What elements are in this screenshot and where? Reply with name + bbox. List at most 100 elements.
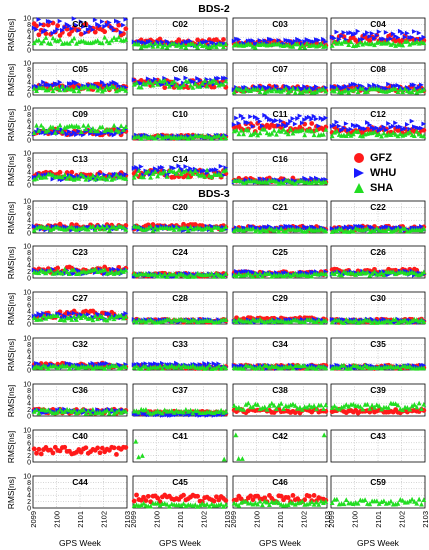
marker-c11-sha (321, 131, 326, 137)
marker-c24-whu (183, 271, 189, 276)
marker-c24-sha (157, 271, 163, 277)
marker-c23-sha (111, 271, 117, 276)
marker-c04-whu (339, 33, 344, 39)
marker-c07-whu (267, 84, 272, 90)
marker-c36-sha (55, 409, 61, 415)
marker-c36-sha (31, 408, 37, 414)
marker-c45-gfz (181, 492, 186, 498)
marker-c04-whu (367, 34, 373, 39)
marker-c08-sha (346, 89, 352, 95)
marker-c11-sha (271, 127, 277, 133)
marker-c34-sha (302, 363, 308, 368)
marker-c30-sha (341, 320, 347, 325)
marker-c07-sha (243, 86, 249, 92)
marker-c12-sha (348, 132, 354, 138)
ytick-label: 10 (23, 16, 31, 23)
marker-c38-sha (262, 404, 268, 410)
marker-c11-whu (290, 116, 296, 121)
marker-c27-sha (83, 314, 89, 320)
marker-c33-sha (190, 362, 196, 368)
marker-c36-sha (88, 410, 93, 416)
marker-c16-sha (281, 180, 286, 186)
marker-c08-sha (343, 87, 349, 93)
marker-c01-sha (95, 38, 101, 43)
marker-c14-whu (218, 163, 224, 169)
marker-c04-sha (343, 39, 349, 45)
marker-c33-whu (202, 361, 208, 366)
marker-c04-whu (383, 29, 389, 35)
marker-c01-sha (55, 38, 61, 44)
marker-c02-sha (209, 44, 215, 49)
marker-c21-sha (231, 228, 237, 233)
y-axis-label: RMS[ns] (6, 19, 16, 52)
marker-c19-sha (64, 226, 70, 232)
panel-label-c34: C34 (272, 339, 288, 349)
marker-c27-sha (71, 314, 77, 319)
marker-c01-gfz (83, 21, 89, 27)
marker-c35-sha (362, 362, 368, 368)
marker-c10-sha (223, 135, 229, 141)
marker-c12-gfz (421, 127, 427, 133)
marker-c01-sha (74, 40, 79, 46)
marker-c02-sha (152, 40, 158, 46)
marker-c11-whu (283, 123, 289, 129)
marker-c14-sha (188, 168, 193, 174)
marker-c08-sha (409, 89, 415, 95)
marker-c32-whu (90, 360, 96, 366)
marker-c01-gfz (102, 29, 108, 35)
marker-c09-whu (76, 128, 82, 134)
marker-c04-sha (348, 39, 354, 45)
marker-c12-sha (412, 133, 417, 139)
marker-c34-sha (241, 366, 246, 371)
legend: GFZ WHU SHA (354, 150, 424, 196)
marker-c12-whu (393, 120, 399, 126)
marker-c05-sha (45, 87, 51, 93)
marker-c24-sha (159, 273, 165, 279)
marker-c12-whu (390, 123, 396, 129)
ytick-label: 6 (27, 394, 31, 401)
marker-c27-whu (71, 310, 77, 316)
marker-c38-sha (323, 402, 329, 408)
marker-c12-whu (381, 124, 387, 130)
ytick-label: 10 (23, 106, 31, 113)
marker-c02-gfz (157, 36, 163, 42)
marker-c30-sha (350, 318, 356, 324)
marker-c38-sha (309, 404, 315, 410)
marker-c04-whu (355, 28, 361, 34)
marker-c07-sha (238, 87, 244, 93)
marker-c23-sha (64, 269, 70, 275)
marker-c09-sha (45, 127, 51, 133)
marker-c27-whu (85, 312, 91, 317)
marker-c34-sha (288, 363, 293, 369)
marker-c38-sha (306, 402, 312, 408)
marker-c29-sha (302, 319, 308, 325)
marker-c21-sha (264, 228, 270, 234)
marker-c11-whu (257, 118, 263, 124)
marker-c08-sha (393, 86, 399, 92)
marker-c33-sha (138, 365, 144, 371)
marker-c19-sha (85, 226, 91, 232)
marker-c13-sha (81, 173, 86, 179)
marker-c35-sha (360, 365, 366, 371)
marker-c28-sha (169, 319, 175, 324)
marker-c12-sha (393, 131, 399, 137)
marker-c32-sha (55, 365, 61, 371)
marker-c11-whu (297, 113, 303, 119)
marker-c36-sha (109, 406, 115, 412)
marker-c01-sha (102, 34, 108, 40)
ytick-label: 4 (27, 401, 31, 408)
marker-c09-sha (38, 122, 44, 128)
marker-c14-sha (155, 173, 161, 179)
ytick-label: 10 (23, 336, 31, 343)
marker-c12-whu (348, 126, 354, 132)
marker-c16-sha (323, 179, 329, 185)
marker-c23-whu (111, 266, 117, 272)
ytick-label: 2 (27, 131, 31, 138)
marker-c05-whu (99, 79, 105, 85)
marker-c46-gfz (285, 495, 291, 500)
marker-c22-sha (365, 225, 370, 231)
marker-c04-whu (336, 37, 342, 42)
marker-c01-gfz (114, 27, 119, 33)
marker-c27-whu (123, 311, 129, 316)
marker-c04-whu (334, 29, 340, 35)
